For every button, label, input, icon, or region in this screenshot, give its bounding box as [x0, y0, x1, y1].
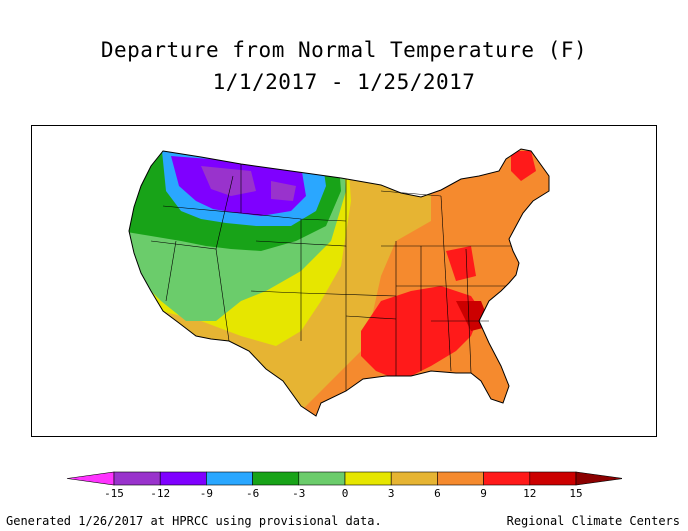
legend-tick-label: 9	[480, 487, 487, 500]
legend-colorbar: -15 -12 -9 -6 -3 0 3 6 9 12 15	[66, 471, 622, 500]
generated-note: Generated 1/26/2017 at HPRCC using provi…	[6, 514, 382, 528]
legend-bin	[252, 471, 300, 486]
legend-tick-label: -3	[292, 487, 305, 500]
map-frame	[31, 125, 657, 437]
legend-tick-label: 0	[342, 487, 349, 500]
legend-bin	[437, 471, 484, 486]
legend-bin	[113, 471, 161, 486]
map-date-range: 1/1/2017 - 1/25/2017	[212, 70, 476, 94]
legend-tick-label: 15	[569, 487, 582, 500]
temperature-departure-map	[128, 148, 550, 417]
legend-bin	[298, 471, 346, 486]
legend-bin	[390, 471, 438, 486]
legend-bin-arrow-low	[66, 471, 115, 486]
departure-fill	[129, 149, 549, 416]
legend-tick-label: 3	[388, 487, 395, 500]
legend-tick-label: -6	[246, 487, 259, 500]
legend-bin	[159, 471, 207, 486]
legend-bin	[344, 471, 392, 486]
fill-neg15-to-neg12	[201, 166, 256, 196]
legend-tick-label: 12	[523, 487, 536, 500]
legend-bin	[529, 471, 577, 486]
map-title: Departure from Normal Temperature (F)	[100, 38, 588, 62]
fill-9-to-12-midatlantic	[446, 246, 476, 281]
fill-9-to-12-maine	[511, 151, 536, 181]
credit-label: Regional Climate Centers	[506, 514, 680, 528]
legend-bin	[206, 471, 253, 486]
fill-neg15-to-neg12-2	[271, 181, 296, 201]
legend-tick-label: 6	[434, 487, 441, 500]
legend-bin-arrow-high	[575, 471, 622, 486]
legend-tick-label: -12	[150, 487, 170, 500]
legend-tick-label: -9	[200, 487, 213, 500]
legend-tick-label: -15	[104, 487, 124, 500]
state-boundaries	[150, 164, 511, 391]
legend-bin	[483, 471, 531, 486]
